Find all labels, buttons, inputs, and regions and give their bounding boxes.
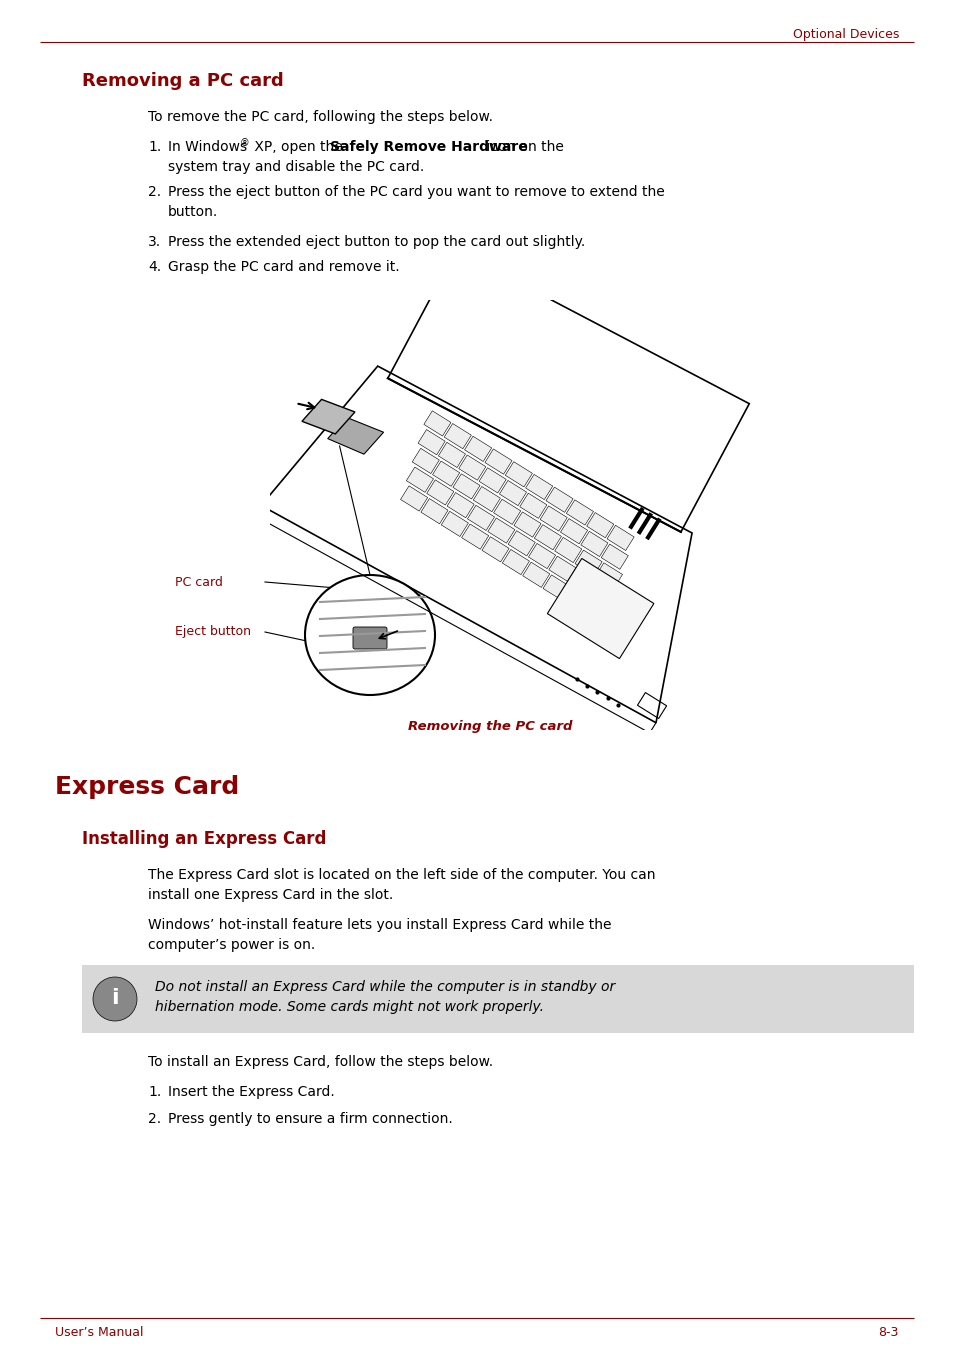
Text: button.: button. [168,205,218,219]
Text: 1.: 1. [148,1085,161,1098]
Text: To install an Express Card, follow the steps below.: To install an Express Card, follow the s… [148,1055,493,1069]
Polygon shape [545,488,573,512]
Polygon shape [420,499,448,524]
Text: The Express Card slot is located on the left side of the computer. You can: The Express Card slot is located on the … [148,867,655,882]
Polygon shape [580,531,607,557]
Polygon shape [400,486,427,511]
Polygon shape [595,563,622,588]
Text: Removing the PC card: Removing the PC card [407,720,572,734]
Polygon shape [534,524,561,550]
Polygon shape [589,581,616,607]
Polygon shape [519,493,546,519]
Text: Eject button: Eject button [174,626,251,639]
Ellipse shape [305,576,435,694]
Text: Grasp the PC card and remove it.: Grasp the PC card and remove it. [168,259,399,274]
Text: hibernation mode. Some cards might not work properly.: hibernation mode. Some cards might not w… [154,1000,543,1015]
Text: 2.: 2. [148,1112,161,1125]
Polygon shape [461,524,488,550]
Text: Removing a PC card: Removing a PC card [82,72,283,91]
Polygon shape [328,417,383,454]
Polygon shape [505,462,532,486]
Text: 8-3: 8-3 [878,1325,898,1339]
Polygon shape [569,569,596,594]
Circle shape [92,977,137,1021]
Text: 2.: 2. [148,185,161,199]
Polygon shape [583,600,610,626]
Polygon shape [464,436,491,462]
Text: In Windows: In Windows [168,141,247,154]
Polygon shape [508,531,535,555]
Polygon shape [438,442,465,467]
Polygon shape [453,474,479,499]
Polygon shape [473,486,500,512]
Polygon shape [478,467,506,493]
Polygon shape [484,449,512,474]
Polygon shape [528,543,555,569]
Polygon shape [502,550,529,574]
Polygon shape [432,461,459,486]
Text: To remove the PC card, following the steps below.: To remove the PC card, following the ste… [148,109,493,124]
Text: Press gently to ensure a firm connection.: Press gently to ensure a firm connection… [168,1112,453,1125]
Text: ®: ® [240,138,250,149]
Polygon shape [539,505,567,531]
Text: icon on the: icon on the [481,141,563,154]
Text: Do not install an Express Card while the computer is in standby or: Do not install an Express Card while the… [154,979,615,994]
Text: computer’s power is on.: computer’s power is on. [148,938,314,952]
Text: Express Card: Express Card [55,775,239,798]
Polygon shape [548,557,576,581]
Text: install one Express Card in the slot.: install one Express Card in the slot. [148,888,393,902]
Text: i: i [112,988,119,1008]
Text: XP, open the: XP, open the [250,141,347,154]
Polygon shape [444,423,471,449]
Polygon shape [514,512,540,538]
Polygon shape [522,562,549,588]
Polygon shape [481,536,509,562]
Polygon shape [302,400,355,434]
Polygon shape [600,544,628,569]
Polygon shape [560,519,587,544]
Polygon shape [493,500,520,524]
Text: User’s Manual: User’s Manual [55,1325,143,1339]
Polygon shape [547,558,653,659]
Text: Press the extended eject button to pop the card out slightly.: Press the extended eject button to pop t… [168,235,584,249]
Polygon shape [566,500,593,526]
Polygon shape [586,512,613,538]
Polygon shape [575,550,601,576]
Text: Press the eject button of the PC card you want to remove to extend the: Press the eject button of the PC card yo… [168,185,664,199]
FancyBboxPatch shape [82,965,913,1034]
Polygon shape [406,467,433,492]
Text: Installing an Express Card: Installing an Express Card [82,830,326,848]
Text: Windows’ hot-install feature lets you install Express Card while the: Windows’ hot-install feature lets you in… [148,917,611,932]
Polygon shape [417,430,445,455]
Polygon shape [499,481,526,505]
Polygon shape [563,588,590,613]
Text: Insert the Express Card.: Insert the Express Card. [168,1085,335,1098]
Text: PC card: PC card [174,576,223,589]
Text: 1.: 1. [148,141,161,154]
Text: 4.: 4. [148,259,161,274]
Polygon shape [525,474,552,500]
Polygon shape [467,505,494,531]
Polygon shape [458,455,485,480]
Polygon shape [554,538,581,562]
Polygon shape [412,449,439,474]
Polygon shape [487,517,515,543]
Text: Optional Devices: Optional Devices [792,28,898,41]
Text: 3.: 3. [148,235,161,249]
FancyBboxPatch shape [353,627,387,648]
Polygon shape [447,493,474,517]
Polygon shape [542,576,570,600]
Text: Safely Remove Hardware: Safely Remove Hardware [330,141,527,154]
Text: system tray and disable the PC card.: system tray and disable the PC card. [168,159,424,174]
Polygon shape [441,511,468,536]
Polygon shape [606,526,634,550]
Polygon shape [423,411,451,436]
Polygon shape [426,480,454,505]
